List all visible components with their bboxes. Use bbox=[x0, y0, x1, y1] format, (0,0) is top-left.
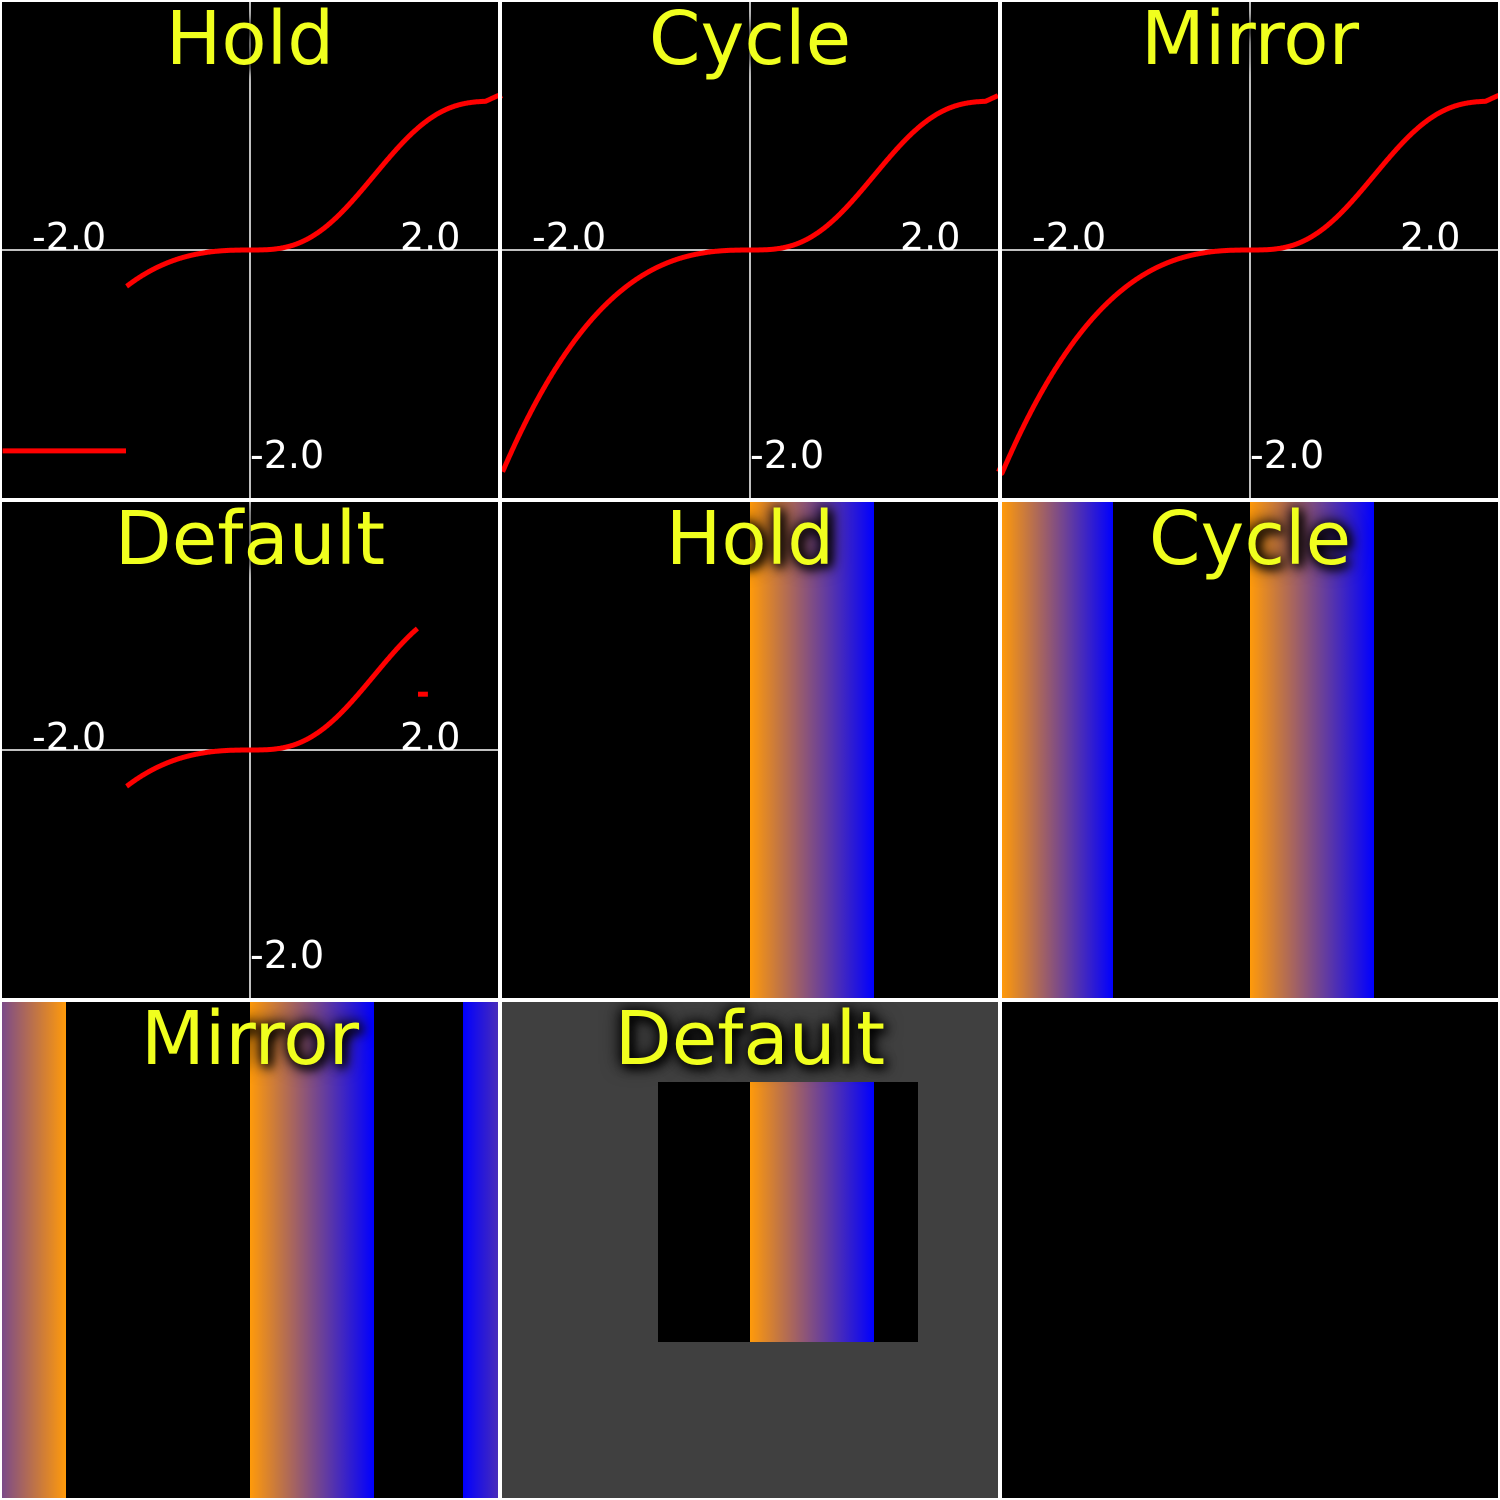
plot-mirror: Mirror -2.0 2.0 -2.0 bbox=[1002, 2, 1498, 498]
x-max-tick-label: 2.0 bbox=[400, 215, 461, 259]
gradient-band-mirrored bbox=[463, 1002, 498, 1498]
plot-hold-canvas bbox=[2, 2, 498, 498]
gradient-band bbox=[1250, 502, 1374, 998]
plot-hold: Hold -2.0 2.0 -2.0 bbox=[2, 2, 498, 498]
gradient-mirror-title: Mirror bbox=[140, 1002, 360, 1082]
curve-segment bbox=[124, 93, 498, 289]
plot-mirror-title: Mirror bbox=[1140, 2, 1360, 82]
plot-cycle: Cycle -2.0 2.0 -2.0 bbox=[502, 2, 998, 498]
gradient-hold: Hold bbox=[502, 502, 998, 998]
x-min-tick-label: -2.0 bbox=[532, 215, 607, 259]
plot-mirror-canvas bbox=[1002, 2, 1498, 498]
plot-hold-title: Hold bbox=[165, 2, 335, 82]
gradient-hold-title: Hold bbox=[665, 502, 835, 582]
x-max-tick-label: 2.0 bbox=[400, 715, 461, 759]
gradient-default: Default bbox=[502, 1002, 998, 1498]
gradient-cycle: Cycle bbox=[1002, 502, 1498, 998]
y-min-tick-label: -2.0 bbox=[1250, 433, 1325, 477]
gradient-default-inset bbox=[658, 1082, 918, 1342]
gradient-band bbox=[250, 1002, 374, 1498]
curve-segment bbox=[502, 93, 998, 473]
gradient-band-mirrored bbox=[2, 1002, 66, 1498]
x-max-tick-label: 2.0 bbox=[900, 215, 961, 259]
plot-cycle-title: Cycle bbox=[648, 2, 852, 82]
plot-default-title: Default bbox=[114, 502, 386, 582]
curve-segment bbox=[1002, 93, 1498, 476]
gradient-cycle-title: Cycle bbox=[1148, 502, 1352, 582]
gradient-mirror: Mirror bbox=[2, 1002, 498, 1498]
gradient-default-title: Default bbox=[614, 1002, 886, 1082]
empty-panel bbox=[1002, 1002, 1498, 1498]
x-min-tick-label: -2.0 bbox=[1032, 215, 1107, 259]
y-min-tick-label: -2.0 bbox=[750, 433, 825, 477]
x-min-tick-label: -2.0 bbox=[32, 215, 107, 259]
gradient-band bbox=[1002, 502, 1113, 998]
x-min-tick-label: -2.0 bbox=[32, 715, 107, 759]
plot-cycle-canvas bbox=[502, 2, 998, 498]
y-min-tick-label: -2.0 bbox=[250, 433, 325, 477]
gradient-band bbox=[750, 502, 874, 998]
gradient-band bbox=[750, 1082, 874, 1342]
plot-default: Default -2.0 2.0 -2.0 bbox=[2, 502, 498, 998]
x-max-tick-label: 2.0 bbox=[1400, 215, 1461, 259]
y-min-tick-label: -2.0 bbox=[250, 933, 325, 977]
plot-default-canvas bbox=[2, 502, 498, 998]
curve-segment bbox=[124, 626, 420, 789]
